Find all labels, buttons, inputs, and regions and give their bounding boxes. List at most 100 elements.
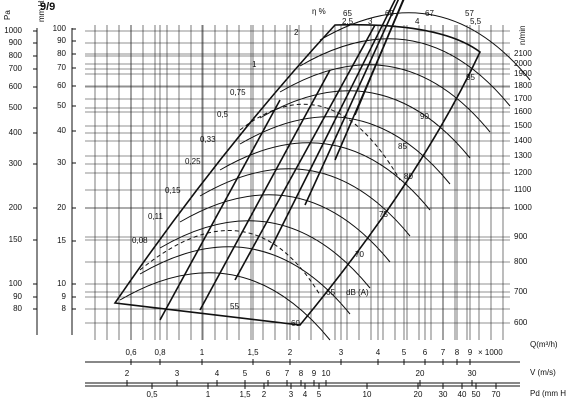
y-tick-label: 8 bbox=[62, 304, 67, 313]
x-tick-label: 0,6 bbox=[125, 348, 137, 357]
fan-curve bbox=[239, 116, 451, 185]
y-tick-label: 20 bbox=[57, 203, 66, 212]
x-tick-label: 50 bbox=[472, 390, 481, 399]
power-label: 0,33 bbox=[200, 135, 216, 144]
power-label: 2 bbox=[294, 28, 299, 37]
y-tick-label: 50 bbox=[57, 101, 66, 110]
y-tick-label: 1300 bbox=[514, 151, 532, 160]
axis-label: Pd (mm H2O) bbox=[530, 389, 566, 398]
y-tick-label: 100 bbox=[9, 279, 23, 288]
y-tick-label: 1400 bbox=[514, 136, 532, 145]
y-tick-label: 800 bbox=[9, 51, 23, 60]
chart-title: 9/9 bbox=[40, 1, 55, 13]
y-tick-label: 700 bbox=[514, 287, 528, 296]
x-tick-label: 20 bbox=[414, 390, 423, 399]
x-tick-label: 6 bbox=[266, 369, 271, 378]
x-tick-label: 9 bbox=[312, 369, 317, 378]
noise-label: 70 bbox=[355, 250, 364, 259]
y-tick-label: 400 bbox=[9, 128, 23, 137]
multiplier: × 1000 bbox=[478, 348, 503, 357]
y-tick-label: 200 bbox=[9, 203, 23, 212]
y-tick-label: 600 bbox=[9, 82, 23, 91]
axis-label: Pa bbox=[3, 10, 12, 20]
noise-label: 75 bbox=[379, 210, 388, 219]
y-tick-label: 2100 bbox=[514, 49, 532, 58]
x-tick-label: 2 bbox=[262, 390, 267, 399]
x-tick-label: 4 bbox=[376, 348, 381, 357]
x-tick-label: 3 bbox=[289, 390, 294, 399]
eff-curve bbox=[239, 103, 401, 181]
noise-unit: dB (A) bbox=[346, 288, 369, 297]
x-tick-label: 8 bbox=[299, 369, 304, 378]
power-label: 0,11 bbox=[148, 212, 164, 221]
x-tick-label: 4 bbox=[215, 369, 220, 378]
noise-label: 80 bbox=[404, 172, 413, 181]
x-tick-label: 1 bbox=[200, 348, 205, 357]
y-tick-label: 100 bbox=[53, 24, 67, 33]
y-tick-label: 150 bbox=[9, 235, 23, 244]
x-tick-label: 10 bbox=[322, 369, 331, 378]
noise-label: 60 bbox=[291, 319, 300, 328]
y-tick-label: 900 bbox=[9, 38, 23, 47]
fan-curve bbox=[219, 142, 431, 211]
fan-curve bbox=[279, 64, 491, 133]
y-tick-label: 40 bbox=[57, 126, 66, 135]
x-tick-label: 2 bbox=[288, 348, 293, 357]
power-label: 4 bbox=[415, 17, 420, 26]
fan-curve bbox=[319, 12, 531, 81]
x-tick-label: 7 bbox=[285, 369, 290, 378]
speed-line bbox=[304, 0, 400, 206]
axis-label: n/min bbox=[518, 25, 527, 45]
power-label: 0,08 bbox=[132, 236, 148, 245]
x-tick-label: 7 bbox=[441, 348, 446, 357]
x-tick-label: 4 bbox=[303, 390, 308, 399]
y-tick-label: 1900 bbox=[514, 69, 532, 78]
efficiency-value: 57 bbox=[465, 9, 474, 18]
fan-curve bbox=[159, 220, 371, 289]
fan-curve bbox=[139, 246, 351, 315]
noise-label: 95 bbox=[466, 73, 475, 82]
y-tick-label: 10 bbox=[57, 279, 66, 288]
noise-label: 55 bbox=[230, 302, 239, 311]
y-tick-label: 1000 bbox=[4, 26, 22, 35]
x-tick-label: 3 bbox=[175, 369, 180, 378]
y-tick-label: 1800 bbox=[514, 81, 532, 90]
speed-line bbox=[234, 24, 376, 281]
x-tick-label: 2 bbox=[125, 369, 130, 378]
x-tick-label: 40 bbox=[458, 390, 467, 399]
x-tick-label: 30 bbox=[439, 390, 448, 399]
power-label: 0,25 bbox=[185, 157, 201, 166]
y-tick-label: 700 bbox=[9, 64, 23, 73]
fan-curve bbox=[259, 90, 471, 159]
noise-label: 90 bbox=[420, 112, 429, 121]
eff-curve bbox=[139, 229, 321, 296]
y-tick-label: 900 bbox=[514, 232, 528, 241]
y-tick-label: 800 bbox=[514, 257, 528, 266]
fan-curve bbox=[199, 168, 411, 237]
y-tick-label: 1700 bbox=[514, 94, 532, 103]
y-tick-label: 300 bbox=[9, 159, 23, 168]
axis-label: mm H2O bbox=[37, 0, 46, 22]
efficiency-value: 65 bbox=[343, 9, 352, 18]
fan-curve bbox=[299, 38, 511, 107]
x-tick-label: 20 bbox=[416, 369, 425, 378]
y-tick-label: 9 bbox=[62, 292, 67, 301]
y-tick-label: 70 bbox=[57, 63, 66, 72]
speed-line bbox=[354, 0, 404, 116]
efficiency-value: 69 bbox=[385, 9, 394, 18]
y-tick-label: 90 bbox=[57, 36, 66, 45]
power-label: 3 bbox=[368, 17, 373, 26]
x-tick-label: 0,8 bbox=[154, 348, 166, 357]
noise-label: 85 bbox=[398, 142, 407, 151]
y-tick-label: 60 bbox=[57, 81, 66, 90]
speed-line bbox=[269, 0, 396, 251]
speed-line bbox=[159, 99, 281, 321]
y-tick-label: 1200 bbox=[514, 168, 532, 177]
power-label: 5,5 bbox=[470, 17, 482, 26]
y-tick-label: 600 bbox=[514, 318, 528, 327]
y-tick-label: 1600 bbox=[514, 107, 532, 116]
axis-label: V (m/s) bbox=[530, 368, 556, 377]
x-tick-label: 8 bbox=[455, 348, 460, 357]
speed-line bbox=[199, 69, 331, 311]
